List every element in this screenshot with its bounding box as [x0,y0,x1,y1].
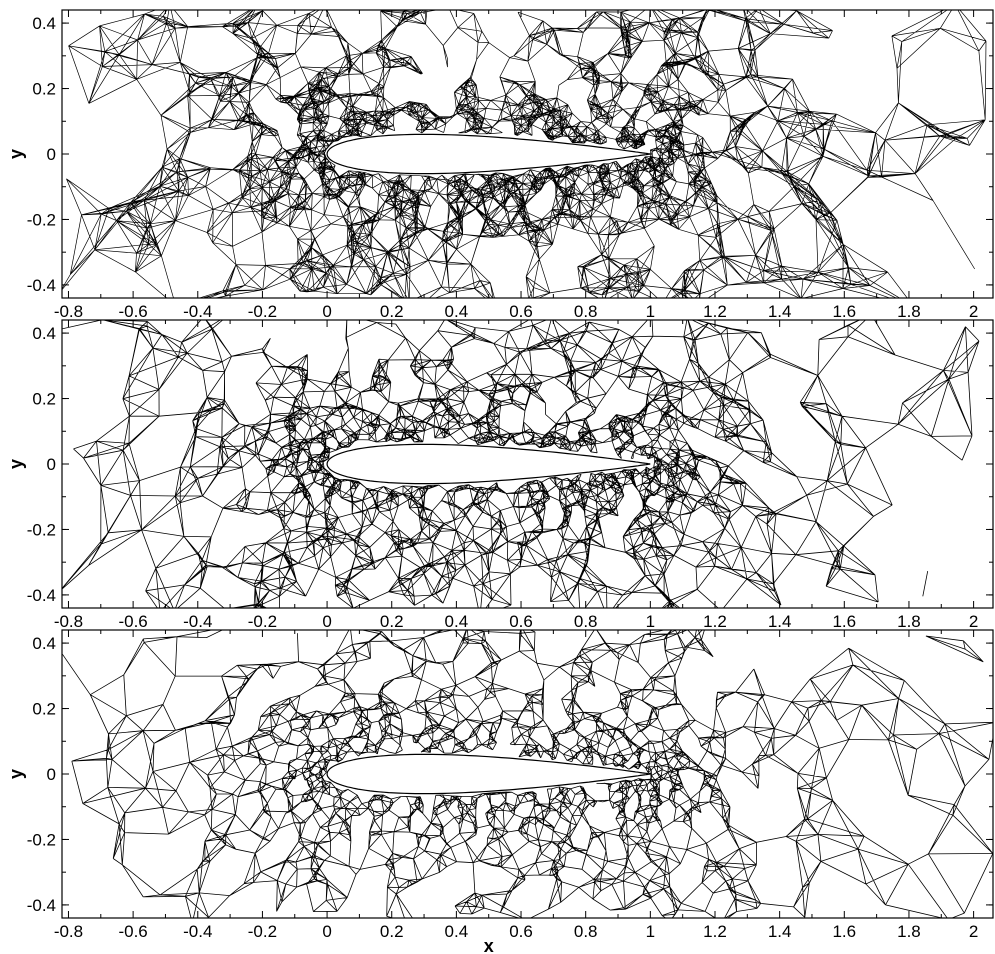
y-tick-label: 0.2 [32,80,56,99]
x-tick-label: -0.8 [54,302,83,321]
x-tick-label: 1.4 [768,302,792,321]
x-tick-label: -0.6 [118,922,147,941]
y-axis-label: y [6,769,26,779]
y-tick-label: -0.4 [27,586,56,605]
x-tick-label: 1 [646,922,655,941]
x-tick-label: -0.4 [183,302,212,321]
x-tick-label: 1.6 [832,922,856,941]
x-tick-label: 0 [322,302,331,321]
x-tick-label: 0.4 [445,302,469,321]
y-axis-label: y [6,459,26,469]
y-tick-label: 0 [47,145,56,164]
x-tick-label: -0.2 [248,922,277,941]
x-tick-label: 1 [646,612,655,631]
x-tick-label: -0.8 [54,612,83,631]
x-tick-label: 1.2 [703,922,727,941]
x-tick-label: 1.8 [897,302,921,321]
x-tick-label: -0.2 [248,612,277,631]
x-tick-label: -0.6 [118,302,147,321]
x-tick-label: 0.4 [445,612,469,631]
x-tick-label: -0.2 [248,302,277,321]
y-tick-label: 0.2 [32,700,56,719]
x-tick-label: 2 [969,302,978,321]
x-tick-label: 1.2 [703,612,727,631]
x-tick-label: 0.6 [509,922,533,941]
airfoil-shape [326,133,651,175]
x-tick-label: 1.4 [768,612,792,631]
x-tick-label: 2 [969,612,978,631]
x-tick-label: 0 [322,922,331,941]
x-tick-label: 0.2 [380,302,404,321]
x-tick-label: 0.6 [509,612,533,631]
airfoil-shape [326,753,651,795]
y-tick-label: -0.4 [27,896,56,915]
x-tick-label: 0.8 [574,302,598,321]
y-tick-label: -0.2 [27,210,56,229]
airfoil-shape [326,443,651,485]
x-tick-label: 1.8 [897,612,921,631]
x-tick-label: 2 [969,922,978,941]
x-tick-label: -0.6 [118,612,147,631]
x-tick-label: 0 [322,612,331,631]
x-tick-label: 0.6 [509,302,533,321]
y-tick-label: 0 [47,765,56,784]
x-tick-label: 1.4 [768,922,792,941]
x-tick-label: 1.6 [832,612,856,631]
y-tick-label: 0.4 [32,324,56,343]
mesh-panel-quad: -0.8 -0.6 -0.4 -0.2 0 0.2 0.4 0.6 0.8 1 1.2 1.4 1.6 1… [6,319,994,631]
y-tick-label: 0 [47,455,56,474]
mesh-edges [62,10,987,298]
x-axis-label: x [484,936,494,954]
x-tick-label: 1 [646,302,655,321]
x-tick-label: 1.6 [832,302,856,321]
mesh-lines [62,10,987,298]
x-tick-label: -0.4 [183,612,212,631]
y-tick-label: 0.2 [32,390,56,409]
x-tick-label: 0.8 [574,922,598,941]
x-tick-label: 0.2 [380,612,404,631]
x-tick-label: -0.8 [54,922,83,941]
mesh-lines [62,630,993,918]
y-tick-label: 0.4 [32,634,56,653]
y-tick-label: -0.4 [27,276,56,295]
x-tick-label: 0.8 [574,612,598,631]
y-tick-label: 0.4 [32,14,56,33]
x-tick-label: 1.8 [897,922,921,941]
x-tick-label: -0.4 [183,922,212,941]
x-tick-label: 0.4 [445,922,469,941]
mesh-panel-polygonal: -0.8 -0.6 -0.4 -0.2 0 0.2 0.4 0.6 0.8 1 1.2 1.4 1.6 1… [6,629,994,954]
mesh-edges [62,630,993,918]
x-tick-label: 0.2 [380,922,404,941]
y-tick-label: -0.2 [27,830,56,849]
mesh-edges [62,320,980,608]
y-axis-label: y [6,149,26,159]
y-tick-label: -0.2 [27,520,56,539]
mesh-panel-triangular: -0.8 -0.6 -0.4 -0.2 0 0.2 0.4 0.6 0.8 1 1.2 1.4 1.6 1… [6,9,994,321]
x-tick-label: 1.2 [703,302,727,321]
mesh-lines [62,320,980,608]
